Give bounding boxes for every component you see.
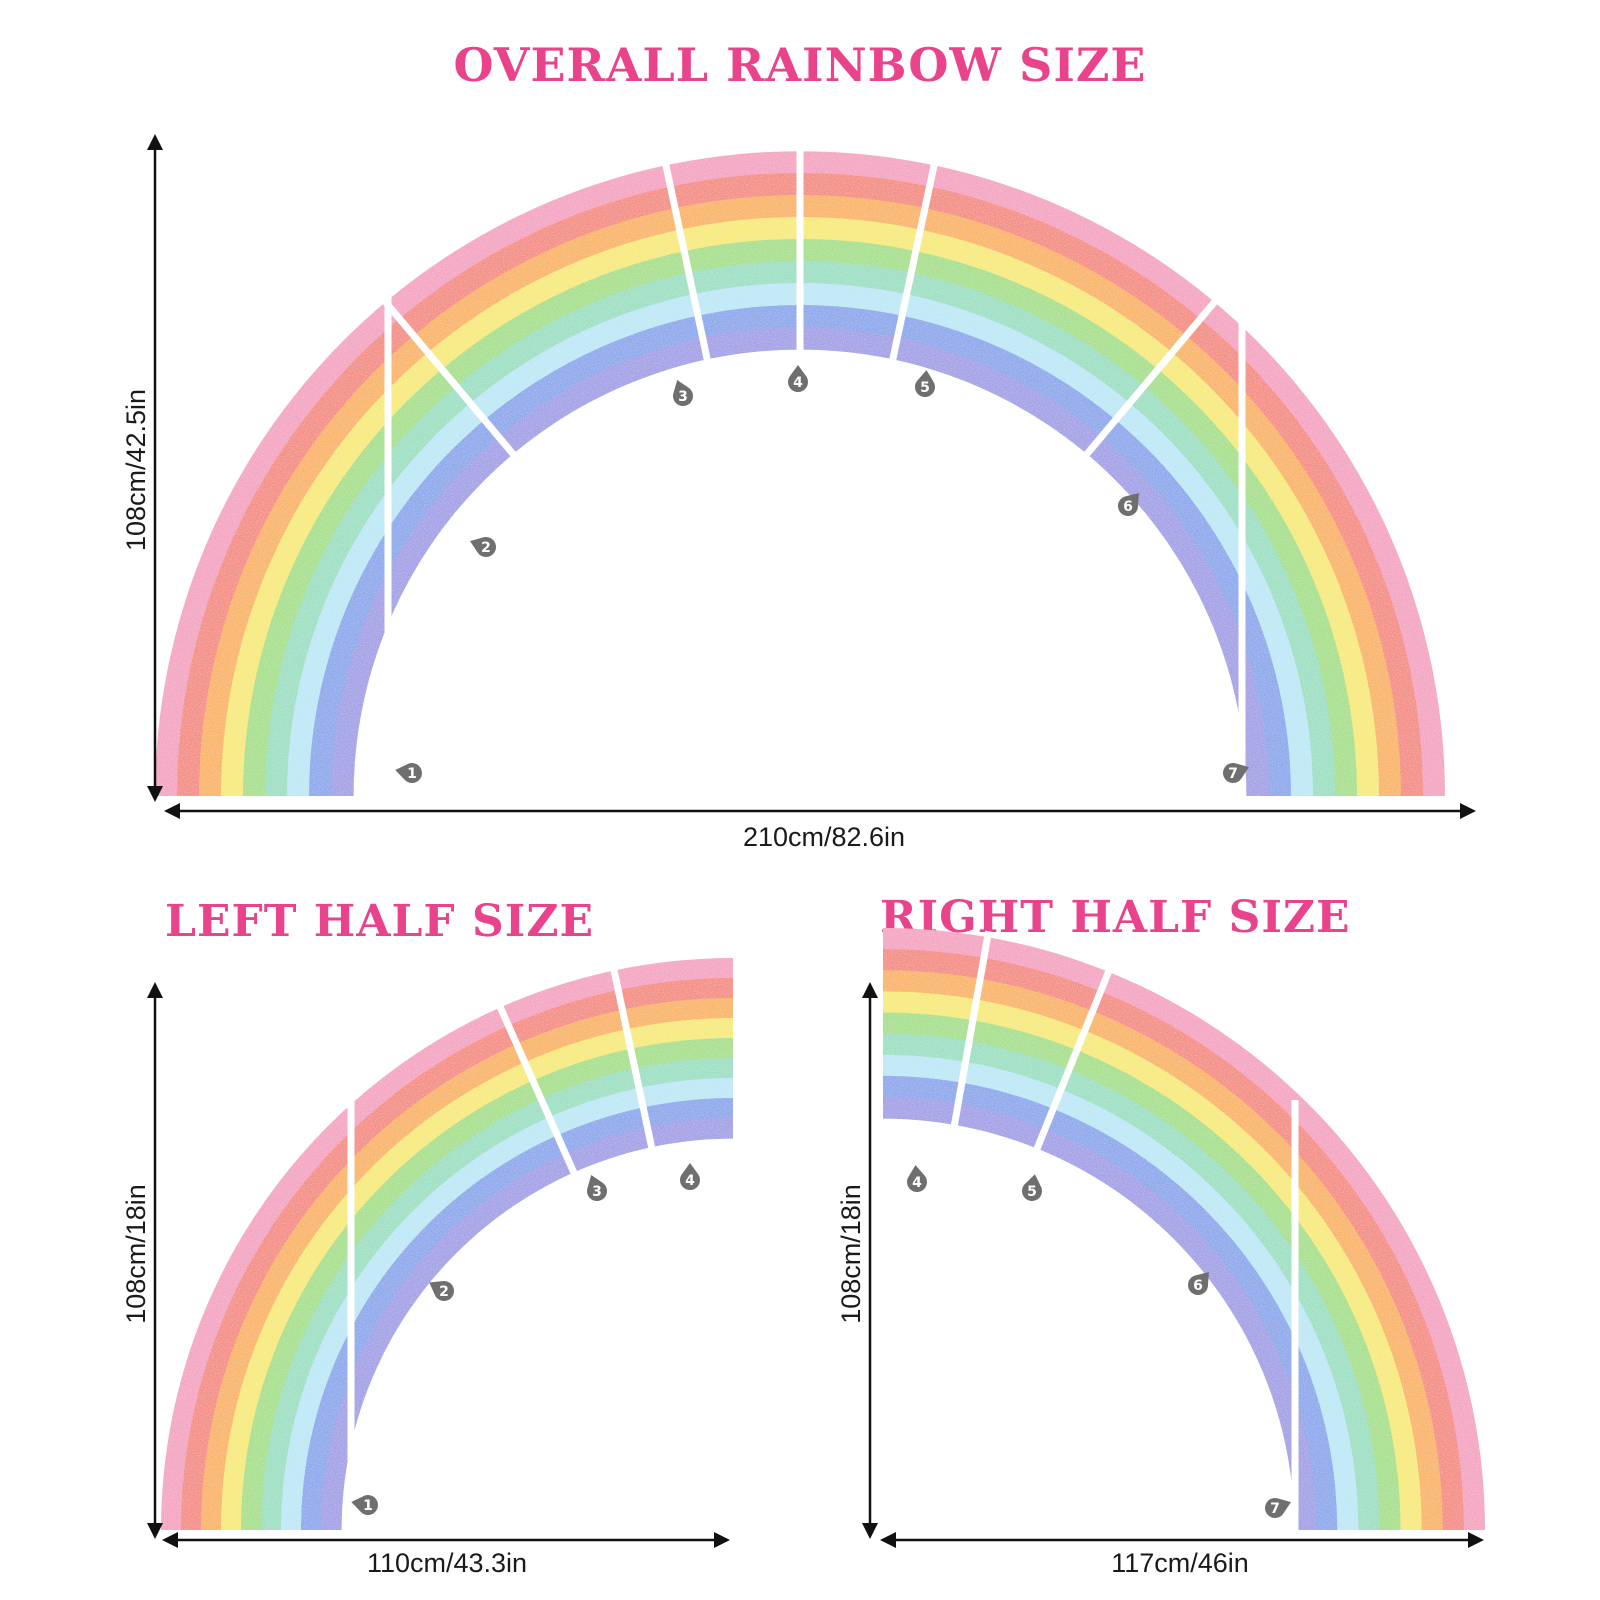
right-piece-marker-label: 5 <box>1027 1184 1037 1200</box>
left-half-piece-gaps <box>347 963 656 1530</box>
overall-piece-markers: 1 2 3 4 5 6 7 <box>395 365 1249 784</box>
overall-piece-marker-4: 4 <box>788 365 808 393</box>
left-half-title: LEFT HALF SIZE <box>165 896 594 947</box>
overall-piece-marker-2: 2 <box>470 537 497 558</box>
overall-piece-marker-label: 2 <box>481 540 491 556</box>
right-width-label: 117cm/46in <box>1111 1548 1249 1578</box>
overall-piece-marker-label: 1 <box>407 766 417 782</box>
right-piece-marker-label: 6 <box>1193 1278 1203 1294</box>
overall-title: OVERALL RAINBOW SIZE <box>454 38 1147 92</box>
left-piece-marker-3: 3 <box>587 1175 608 1201</box>
left-width-label: 110cm/43.3in <box>367 1548 527 1578</box>
left-piece-marker-4: 4 <box>680 1163 701 1191</box>
overall-width-label: 210cm/82.6in <box>743 822 905 852</box>
left-piece-marker-label: 4 <box>685 1173 695 1189</box>
left-piece-marker-label: 1 <box>363 1498 373 1514</box>
right-piece-marker-4: 4 <box>907 1165 927 1192</box>
overall-height-dimension <box>147 134 163 802</box>
overall-piece-marker-label: 4 <box>793 375 803 391</box>
left-piece-gap <box>609 963 656 1152</box>
right-half-piece-markers: 4 5 6 7 <box>907 1165 1291 1519</box>
left-piece-marker-label: 3 <box>592 1184 602 1200</box>
left-half-bands <box>161 958 733 1530</box>
right-piece-marker-5: 5 <box>1022 1174 1043 1201</box>
overall-piece-gap <box>1082 295 1222 459</box>
right-piece-gap <box>1032 964 1115 1154</box>
left-height-dimension <box>147 982 163 1539</box>
right-height-dimension <box>862 982 878 1539</box>
left-height-label: 108cm/18in <box>121 1184 151 1324</box>
right-piece-marker-6: 6 <box>1187 1271 1209 1295</box>
left-half-piece-markers: 1 2 3 4 <box>351 1163 701 1515</box>
overall-piece-marker-label: 7 <box>1228 766 1238 782</box>
left-half-rainbow: 1 2 3 4 <box>161 958 733 1530</box>
overall-piece-marker-1: 1 <box>395 763 422 784</box>
left-width-dimension <box>162 1532 730 1548</box>
right-height-label: 108cm/18in <box>836 1184 866 1324</box>
left-piece-gap <box>494 1000 579 1177</box>
overall-piece-marker-3: 3 <box>673 380 694 407</box>
overall-piece-marker-7: 7 <box>1223 763 1249 784</box>
left-piece-marker-2: 2 <box>429 1281 455 1302</box>
right-piece-marker-label: 4 <box>912 1175 922 1191</box>
left-piece-marker-1: 1 <box>351 1495 378 1515</box>
overall-piece-gap <box>888 158 939 364</box>
overall-piece-marker-label: 6 <box>1123 499 1133 515</box>
overall-piece-marker-label: 3 <box>678 389 688 405</box>
overall-piece-gap <box>661 158 712 364</box>
overall-piece-marker-label: 5 <box>920 380 930 396</box>
overall-piece-gap <box>378 295 518 459</box>
right-piece-marker-7: 7 <box>1265 1498 1291 1519</box>
left-piece-marker-label: 2 <box>439 1284 449 1300</box>
right-width-dimension <box>880 1532 1484 1548</box>
overall-width-dimension <box>164 803 1476 819</box>
overall-piece-gaps <box>378 145 1246 796</box>
overall-height-label: 108cm/42.5in <box>121 389 151 551</box>
right-piece-gap <box>950 930 993 1129</box>
overall-piece-marker-6: 6 <box>1117 492 1139 517</box>
right-half-rainbow: 4 5 6 7 <box>883 928 1485 1530</box>
overall-piece-marker-5: 5 <box>914 370 935 397</box>
overall-rainbow: 1 2 3 4 5 6 7 <box>155 145 1445 796</box>
right-half-piece-gaps <box>950 930 1299 1530</box>
right-piece-marker-label: 7 <box>1270 1501 1280 1517</box>
